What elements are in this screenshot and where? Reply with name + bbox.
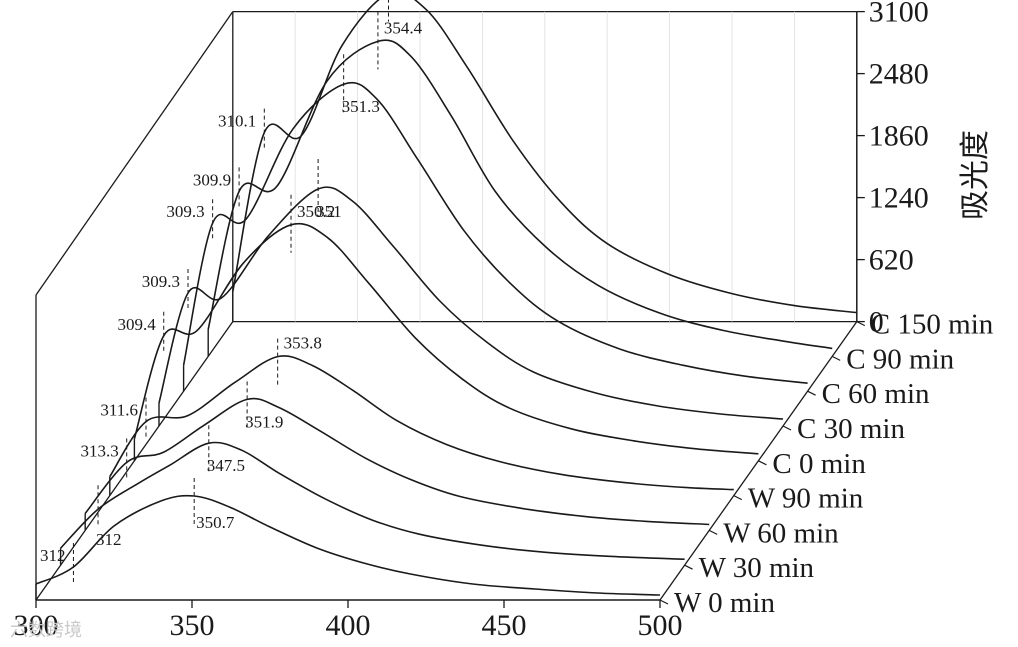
x-tick-label: 300 <box>14 609 59 642</box>
peak-label: 313.3 <box>80 441 118 460</box>
peak-label: 309.9 <box>193 170 231 189</box>
x-tick-label: 450 <box>482 609 527 642</box>
series-label: W 60 min <box>723 517 839 549</box>
x-tick-label: 500 <box>638 609 683 642</box>
series-line <box>84 397 710 526</box>
peak-label: 350.2 <box>297 202 335 221</box>
depth-tick <box>856 321 866 327</box>
y-tick-label: 620 <box>869 244 914 277</box>
depth-tick <box>758 460 767 466</box>
series-line <box>232 0 857 314</box>
peak-label: 312 <box>96 530 122 549</box>
series-line <box>207 39 833 350</box>
top-left-diagonal <box>35 11 234 296</box>
y-tick-label: 3100 <box>869 0 929 29</box>
series-label: C 60 min <box>822 378 930 410</box>
series-label: C 30 min <box>797 413 905 445</box>
depth-tick <box>782 425 792 431</box>
watermark: 六数跨境 <box>10 620 82 641</box>
peak-label: 351 <box>316 202 342 221</box>
series-line <box>60 441 685 560</box>
y-tick-label: 0 <box>869 306 884 339</box>
series-label: W 0 min <box>674 587 775 619</box>
series-label: C 90 min <box>846 343 954 375</box>
peak-label: 309.4 <box>117 315 156 334</box>
peak-label: 354.4 <box>384 18 423 37</box>
series-line <box>35 494 661 596</box>
depth-tick <box>708 529 718 535</box>
x-tick-label: 350 <box>170 609 215 642</box>
axes-frame <box>35 10 866 608</box>
depth-tick <box>733 495 743 501</box>
peak-label: 309.3 <box>166 202 204 221</box>
x-tick-label: 400 <box>326 609 371 642</box>
depth-tick <box>684 564 693 570</box>
y-axis-label: 吸光度 <box>959 130 992 220</box>
peak-label: 351.9 <box>245 412 283 431</box>
y-tick-label: 1860 <box>869 120 929 153</box>
peak-label: 351.3 <box>342 97 380 116</box>
y-tick-label: 2480 <box>869 58 929 91</box>
series-line <box>158 186 784 420</box>
peak-label: 309.3 <box>142 272 180 291</box>
peak-label: 310.1 <box>218 112 256 131</box>
series-line <box>109 355 734 491</box>
labels-layer: 300 350 400 450 500 0 620 1240 1860 2480 3100 W 0 m… <box>14 0 994 642</box>
depth-tick <box>659 599 669 605</box>
peak-label: 312 <box>40 546 66 565</box>
series-label: C 150 min <box>871 309 994 341</box>
series-line <box>133 222 759 455</box>
series-line <box>182 81 808 384</box>
peak-label: 353.8 <box>284 334 322 353</box>
series-label: C 0 min <box>772 448 866 480</box>
peak-label: 347.5 <box>207 456 245 475</box>
series-label: W 90 min <box>748 483 864 515</box>
depth-tick <box>831 355 841 361</box>
depth-tick <box>807 390 816 396</box>
series-label: W 30 min <box>699 552 815 584</box>
peak-label: 311.6 <box>100 401 138 420</box>
peak-label: 350.7 <box>196 513 235 532</box>
curves-layer <box>35 0 857 600</box>
y-tick-label: 1240 <box>869 182 929 215</box>
